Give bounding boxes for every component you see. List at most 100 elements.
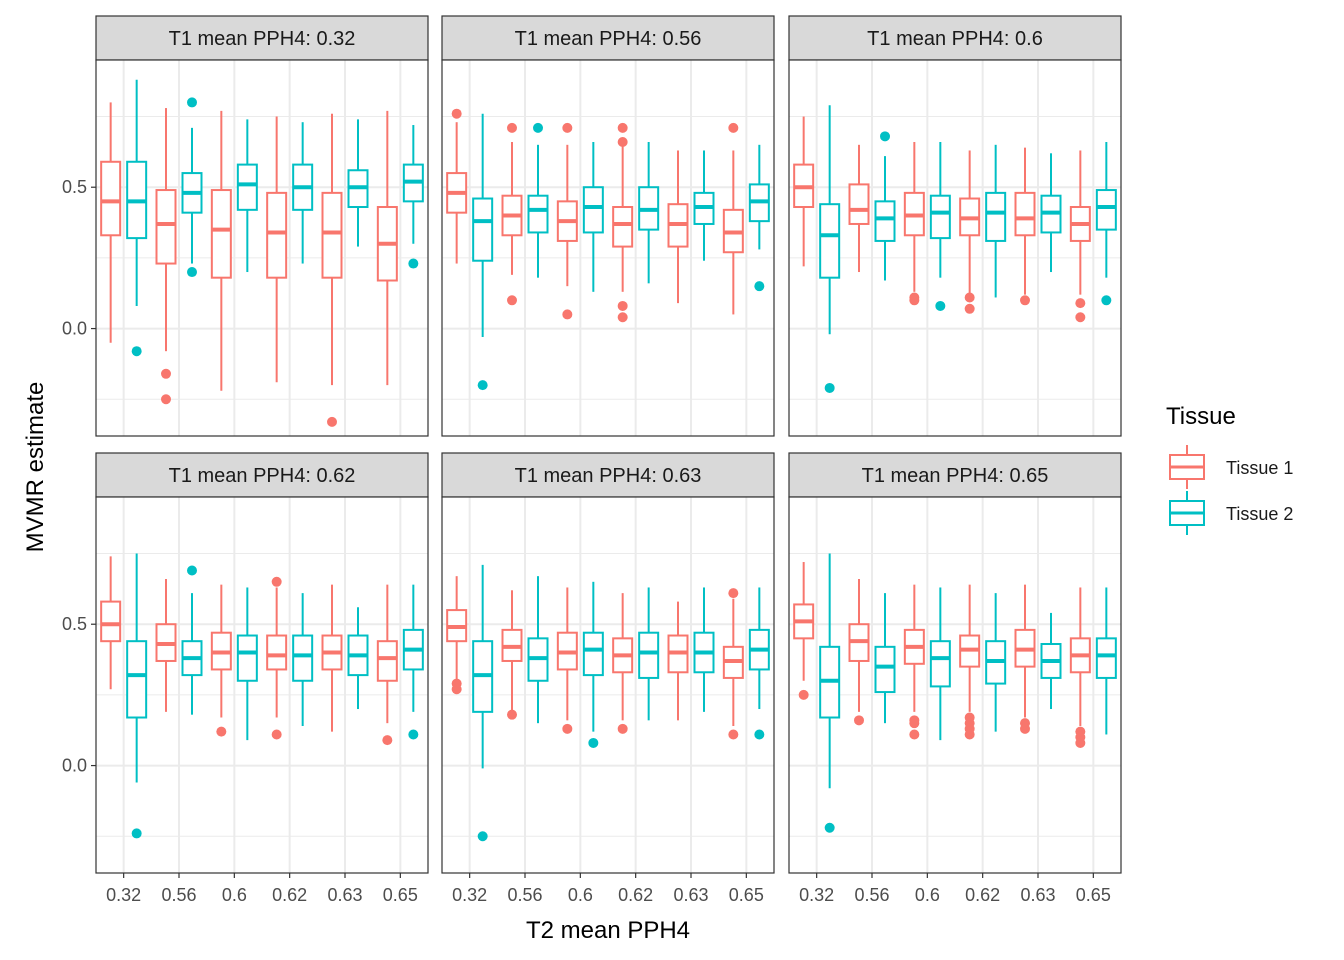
box: [556, 122, 578, 320]
gridlines: [442, 60, 774, 436]
box: [527, 122, 549, 278]
series-2: [472, 564, 770, 842]
x-tick-label: 0.62: [618, 885, 653, 905]
box-iqr: [1014, 191, 1036, 237]
box: [848, 578, 870, 726]
outlier-point: [161, 368, 171, 379]
outlier-point: [909, 729, 920, 740]
outlier-point: [161, 394, 171, 405]
outlier-point: [964, 292, 975, 303]
box: [612, 593, 634, 734]
box: [693, 587, 715, 712]
panel-border: [95, 496, 429, 874]
box-iqr: [582, 186, 604, 234]
box: [402, 584, 424, 740]
box-iqr: [266, 634, 288, 671]
legend-item: Tissue 1: [1169, 445, 1293, 489]
outlier-point: [562, 723, 573, 734]
box: [100, 102, 122, 343]
box-iqr: [929, 640, 951, 688]
series-2: [819, 553, 1117, 833]
outlier-point: [408, 729, 419, 740]
outlier-point: [451, 108, 462, 119]
facet-panels: T1 mean PPH4: 0.32 0.0 0.5 T1 mean PPH4: 0.…: [62, 15, 1122, 905]
box: [985, 144, 1007, 298]
outlier-point: [216, 726, 227, 737]
gridlines: [789, 497, 1121, 873]
x-tick-label: 0.56: [854, 885, 889, 905]
series-2: [126, 79, 424, 357]
outlier-point: [964, 729, 975, 740]
box-iqr: [985, 191, 1007, 242]
panel-border: [95, 59, 429, 437]
box-iqr: [292, 634, 314, 682]
facet-strip-label: T1 mean PPH4: 0.32: [169, 28, 356, 50]
legend-label: Tissue 1: [1226, 458, 1293, 478]
box: [722, 588, 744, 740]
x-tick-label: 0.65: [1076, 885, 1111, 905]
legend-items: Tissue 1 Tissue 2: [1169, 445, 1293, 535]
x-tick-label: 0.65: [729, 885, 764, 905]
box-iqr: [472, 197, 494, 262]
outlier-point: [1075, 312, 1086, 323]
x-tick-label: 0.63: [327, 885, 362, 905]
box: [1095, 141, 1117, 306]
box-iqr: [236, 634, 258, 682]
outlier-point: [617, 312, 628, 323]
box: [667, 601, 689, 721]
box: [292, 593, 314, 726]
box: [1069, 150, 1091, 323]
outlier-point: [1020, 723, 1030, 734]
box-iqr: [100, 600, 122, 643]
outlier-point: [824, 382, 835, 393]
outlier-point: [562, 122, 573, 133]
box: [1014, 147, 1036, 306]
facet-strip-label: T1 mean PPH4: 0.63: [515, 465, 702, 487]
legend-item: Tissue 2: [1169, 491, 1293, 535]
outlier-point: [588, 737, 599, 748]
facet-strip: [788, 452, 1122, 498]
y-tick-label: 0.0: [62, 756, 87, 776]
series-1: [446, 576, 744, 740]
series-1: [100, 556, 398, 746]
box: [748, 144, 770, 292]
outlier-point: [617, 136, 628, 147]
box: [347, 119, 369, 247]
box-iqr: [638, 631, 660, 679]
box: [793, 562, 815, 700]
box-iqr: [321, 191, 343, 279]
box: [582, 581, 604, 748]
y-tick-label: 0.5: [62, 614, 87, 634]
box: [155, 578, 177, 712]
facet-strip-label: T1 mean PPH4: 0.6: [867, 28, 1043, 50]
box: [321, 113, 343, 427]
box: [1040, 612, 1062, 710]
outlier-point: [131, 346, 142, 357]
gridlines: [96, 60, 428, 436]
outlier-point: [1075, 298, 1086, 309]
series-2: [126, 553, 424, 839]
box: [903, 584, 925, 740]
outlier-point: [1020, 295, 1030, 306]
panel-5: T1 mean PPH4: 0.63 0.32 0.56 0.6 0.62 0.63 0.6…: [441, 452, 775, 905]
box-iqr: [874, 200, 896, 242]
box: [446, 576, 468, 695]
outlier-point: [382, 735, 393, 746]
box: [819, 553, 841, 833]
panel-background: [96, 60, 428, 436]
outlier-point: [798, 689, 809, 700]
box: [1014, 584, 1036, 734]
box: [1069, 587, 1091, 748]
panel-border: [441, 496, 775, 874]
series-1: [793, 116, 1091, 323]
box: [874, 131, 896, 281]
box: [612, 122, 634, 323]
x-tick-label: 0.62: [965, 885, 1000, 905]
panel-background: [789, 60, 1121, 436]
outlier-point: [533, 122, 543, 133]
outlier-point: [728, 122, 739, 133]
series-1: [793, 562, 1091, 748]
x-tick-label: 0.63: [1020, 885, 1055, 905]
x-tick-label: 0.62: [272, 885, 307, 905]
